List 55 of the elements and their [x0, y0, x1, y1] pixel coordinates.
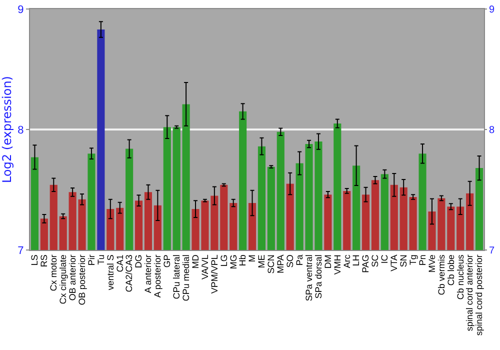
- x-tick-label: RS: [39, 254, 50, 268]
- x-tick-label: DG: [134, 254, 144, 268]
- x-tick-label: Pa: [294, 254, 304, 266]
- x-tick-label: OB posterior: [76, 254, 87, 306]
- x-tick-label: CPu medial: [180, 254, 191, 302]
- x-tick-label: Cb vermis: [436, 254, 446, 296]
- x-tick-label: DM: [322, 254, 333, 269]
- x-tick-label: CA1: [114, 254, 125, 272]
- y-tick-label: 7: [18, 244, 24, 257]
- x-tick-label: Tg: [408, 254, 418, 266]
- x-tick-label: SCN: [266, 254, 276, 274]
- x-tick-label: Cx motor: [48, 254, 59, 292]
- x-tick-label: VPM/VPL: [209, 254, 220, 294]
- x-tick-label: Pir: [86, 254, 96, 266]
- x-tick-label: A posterior: [152, 254, 163, 298]
- x-tick-label: SPa dorsal: [313, 254, 324, 299]
- x-tick-label: spinal cord posterior: [474, 254, 484, 336]
- x-tick-label: Cb lobe: [446, 254, 456, 286]
- x-tick-label: ME: [256, 254, 267, 268]
- x-tick-label: Tu: [96, 254, 106, 265]
- y-axis-title: Log2 (expression): [0, 76, 14, 183]
- y2-tick-label: 9: [489, 4, 495, 16]
- x-tick-label: LH: [351, 254, 362, 266]
- x-tick-label: ventral S: [105, 254, 116, 290]
- x-tick-label: Arc: [342, 254, 352, 268]
- x-tick-label: MVe: [426, 254, 437, 273]
- x-tick-label: LG: [218, 254, 229, 267]
- x-tick-label: LS: [30, 254, 40, 266]
- x-tick-label: Cb nucleus: [455, 254, 466, 300]
- x-tick-label: CPu lateral: [172, 254, 182, 300]
- x-tick-label: Hb: [238, 254, 248, 266]
- x-tick-label: SC: [370, 254, 380, 268]
- x-tick-label: Cx cingulate: [58, 254, 68, 304]
- x-tick-label: M: [247, 254, 258, 262]
- x-tick-label: PAG: [360, 254, 371, 273]
- y2-tick-label: 7: [489, 246, 495, 256]
- x-tick-label: CA2/CA3: [124, 254, 134, 292]
- y-tick-label: 9: [18, 4, 24, 16]
- x-tick-label: MD: [190, 254, 200, 269]
- y-tick-label: 8: [18, 124, 24, 136]
- x-tick-label: VTA: [389, 254, 400, 272]
- x-tick-label: SN: [398, 254, 409, 268]
- x-tick-label: spinal cord anterior: [464, 254, 475, 332]
- x-tick-label: MPA: [276, 254, 286, 274]
- x-tick-label: VMH: [332, 254, 342, 275]
- x-tick-label: SPa ventral: [304, 254, 314, 302]
- x-tick-label: GP: [162, 254, 172, 268]
- x-tick-label: A anterior: [143, 254, 154, 294]
- x-tick-label: MG: [228, 254, 238, 270]
- x-tick-label: IC: [380, 254, 390, 264]
- x-tick-label: VA/VL: [200, 254, 210, 280]
- y2-tick-label: 8: [489, 125, 495, 136]
- x-tick-label: OB anterior: [67, 254, 78, 301]
- x-tick-label: Pn: [417, 254, 428, 266]
- x-tick-label: SO: [285, 254, 296, 268]
